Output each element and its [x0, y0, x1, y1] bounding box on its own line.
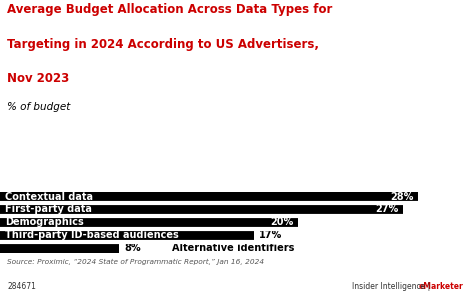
Bar [0, 230, 254, 240]
Text: 17%: 17% [259, 230, 282, 240]
Text: 27%: 27% [375, 204, 399, 215]
Text: eMarketer: eMarketer [418, 282, 463, 291]
Bar [0, 192, 418, 202]
Text: Source: Proximic, “2024 State of Programmatic Report,” Jan 16, 2024: Source: Proximic, “2024 State of Program… [7, 259, 264, 265]
Text: 28%: 28% [390, 192, 413, 202]
Text: Nov 2023: Nov 2023 [7, 72, 69, 85]
Text: First-party data: First-party data [5, 204, 92, 215]
Bar [0, 204, 403, 215]
Text: 284671: 284671 [7, 282, 36, 291]
Text: Alternative identifiers: Alternative identifiers [172, 243, 294, 253]
Text: 8%: 8% [125, 243, 141, 253]
Bar [0, 243, 119, 253]
Text: % of budget: % of budget [7, 102, 70, 112]
Text: Targeting in 2024 According to US Advertisers,: Targeting in 2024 According to US Advert… [7, 38, 319, 51]
Text: Average Budget Allocation Across Data Types for: Average Budget Allocation Across Data Ty… [7, 3, 332, 16]
Text: Third-party ID-based audiences: Third-party ID-based audiences [5, 230, 179, 240]
Text: Contextual data: Contextual data [5, 192, 93, 202]
Text: Demographics: Demographics [5, 217, 84, 227]
Text: 20%: 20% [271, 217, 294, 227]
Bar [0, 217, 298, 227]
Text: Insider Intelligence |: Insider Intelligence | [352, 282, 432, 291]
